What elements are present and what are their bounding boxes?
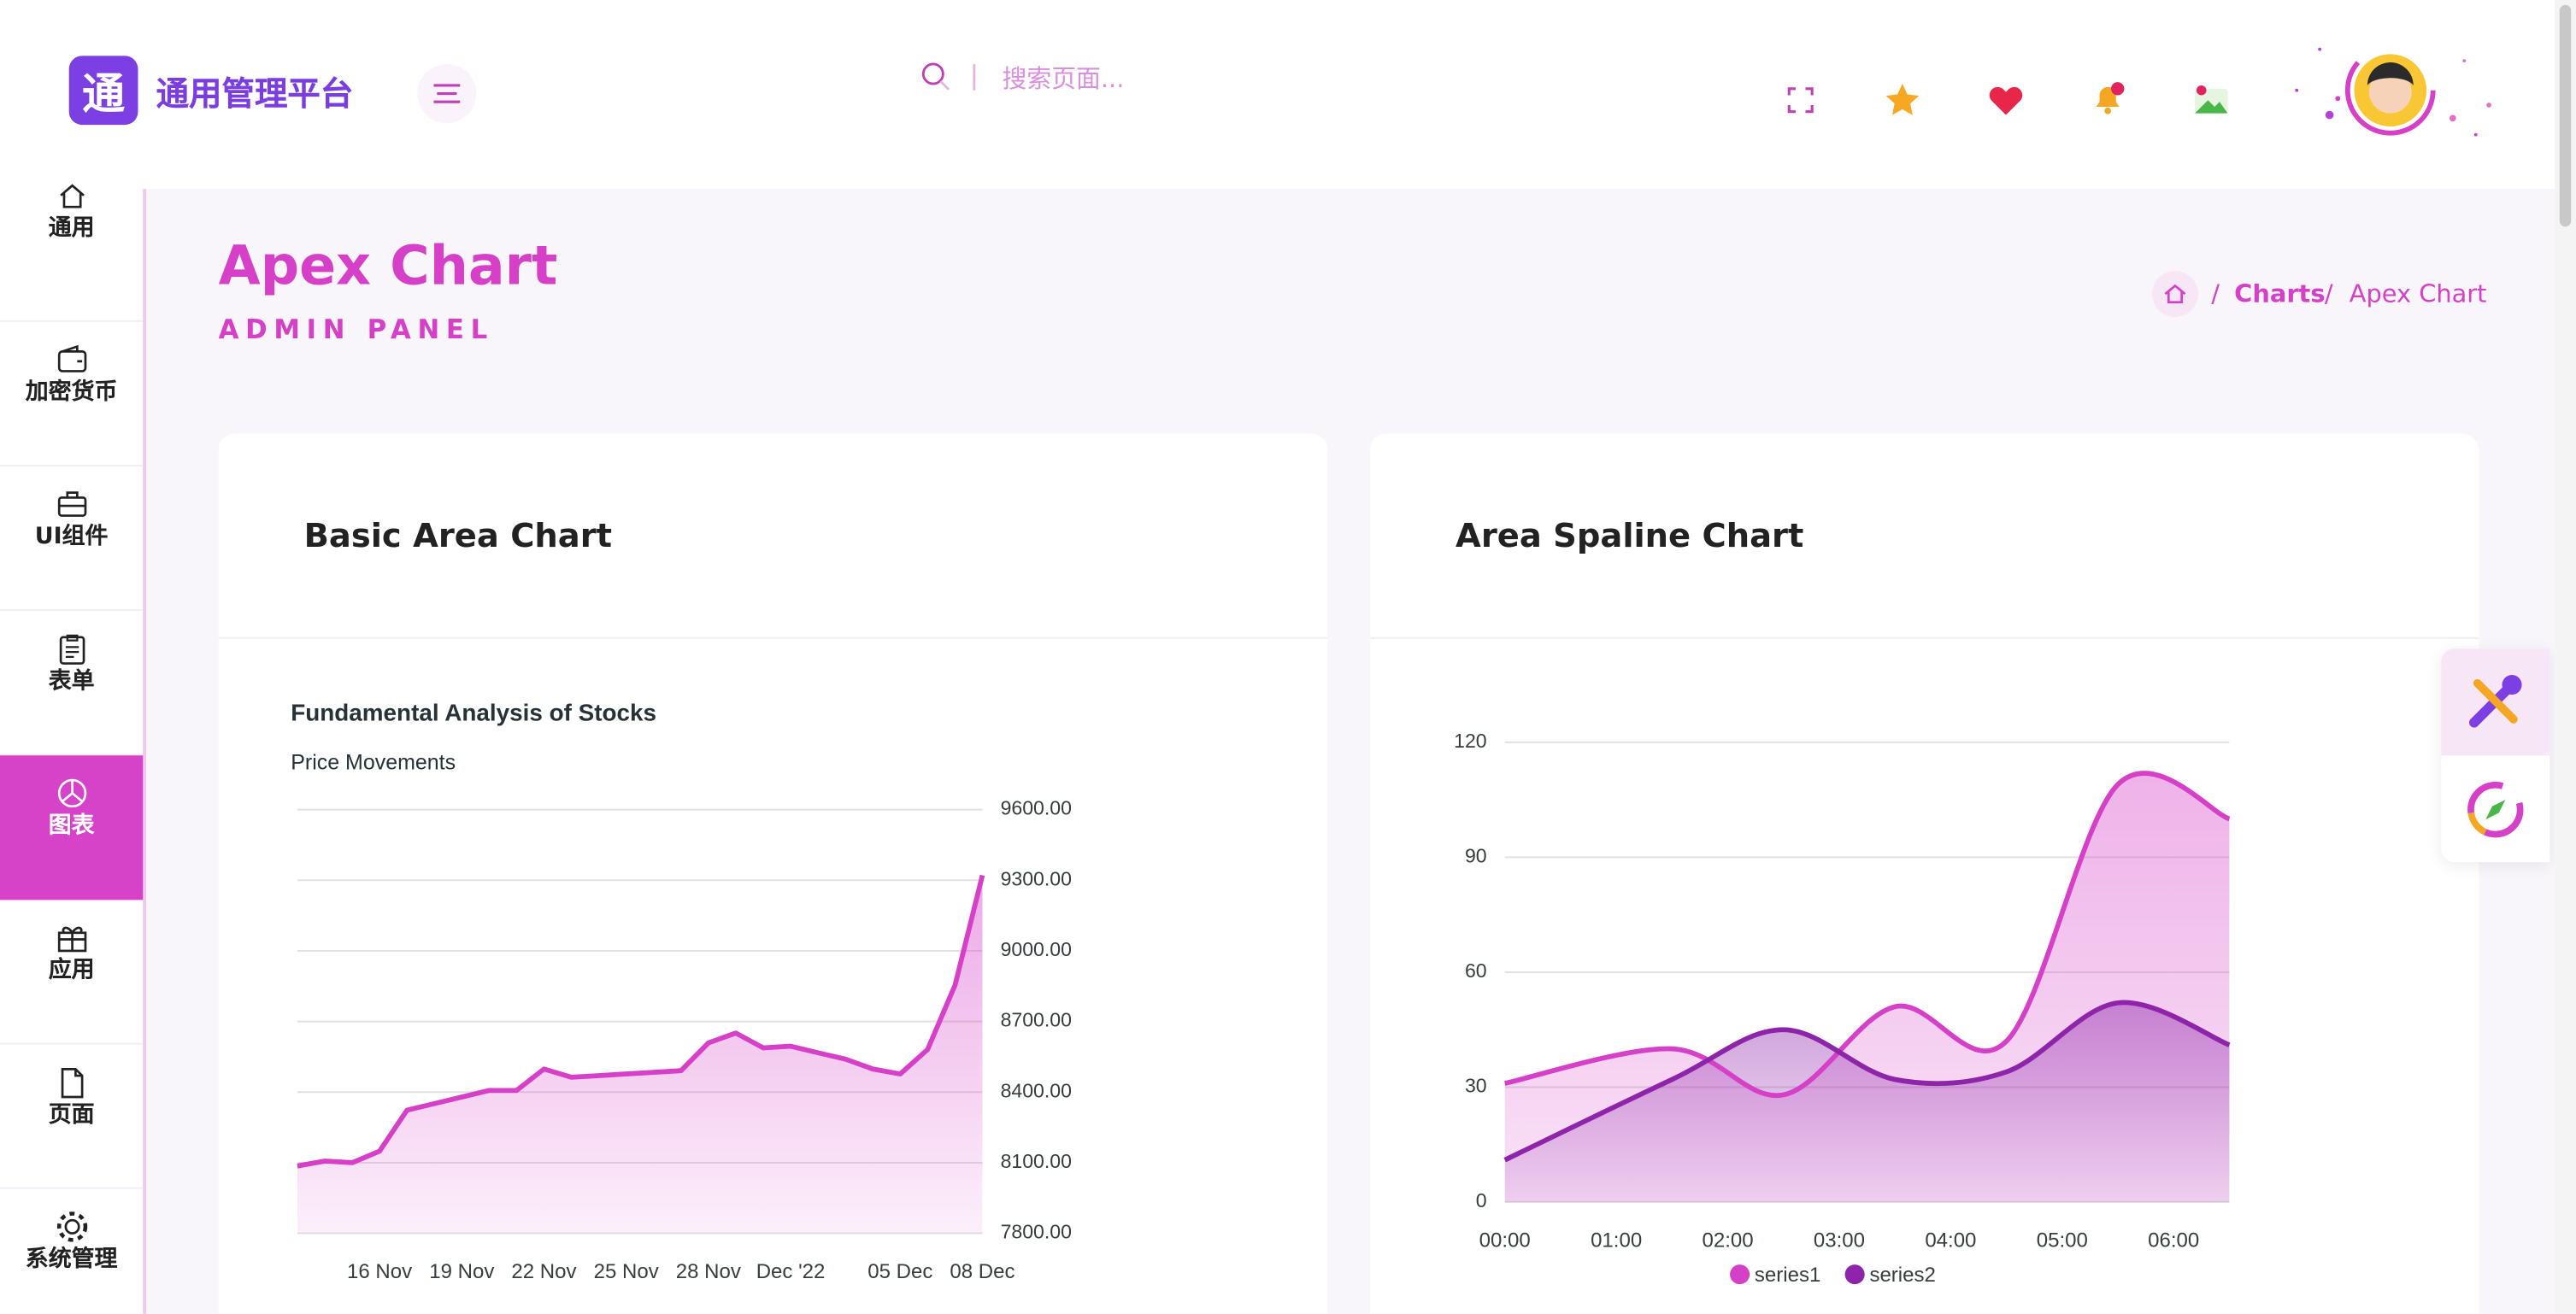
sidebar-item[interactable]: 表单: [0, 611, 144, 756]
y-tick-label: 8400.00: [1001, 1079, 1072, 1101]
sidebar-icon: [56, 491, 86, 517]
x-tick-label: 00:00: [1479, 1229, 1531, 1252]
sidebar-label: 图表: [48, 812, 95, 840]
line: [297, 874, 985, 1169]
x-tick-label: 05:00: [2037, 1229, 2088, 1252]
sidebar-icon: [56, 1211, 87, 1242]
legend-label: series1: [1755, 1264, 1820, 1287]
x-tick-label: 28 Nov: [676, 1260, 741, 1283]
sidebar-icon: [58, 634, 85, 665]
x-tick-label: Dec '22: [756, 1260, 826, 1283]
sidebar-item[interactable]: 应用: [0, 900, 144, 1045]
sidebar-label: 系统管理: [25, 1246, 118, 1273]
x-tick-label: 16 Nov: [347, 1260, 412, 1283]
y-tick-label: 0: [1476, 1189, 1487, 1211]
x-tick-label: 06:00: [2148, 1229, 2199, 1252]
area-fill: [1504, 1002, 2230, 1203]
x-tick-label: 19 Nov: [429, 1260, 494, 1283]
page-title: Apex Chart: [218, 232, 558, 297]
y-tick-label: 8700.00: [1001, 1009, 1072, 1031]
sidebar-item[interactable]: 加密货币: [0, 322, 144, 466]
y-tick-label: 30: [1465, 1075, 1487, 1097]
sidebar-icon: [56, 344, 86, 372]
bell-icon[interactable]: [2088, 79, 2127, 118]
chart-title: Fundamental Analysis of Stocks: [291, 700, 656, 726]
card-header: Basic Area Chart: [218, 433, 1328, 639]
y-tick-label: 8100.00: [1001, 1150, 1072, 1172]
y-tick-label: 7800.00: [1001, 1221, 1072, 1243]
fullscreen-icon[interactable]: [1784, 84, 1816, 116]
search-icon[interactable]: [920, 61, 985, 93]
breadcrumb-separator: /: [2324, 279, 2333, 309]
logo[interactable]: 通: [68, 56, 138, 126]
sidebar-icon: [59, 184, 84, 208]
scrollbar[interactable]: [2555, 0, 2576, 1314]
sidebar-icon: [60, 1068, 83, 1099]
y-tick-label: 60: [1465, 959, 1487, 982]
sidebar-item[interactable]: UI组件: [0, 466, 144, 612]
y-tick-label: 90: [1465, 844, 1487, 866]
x-tick-label: 05 Dec: [867, 1260, 932, 1283]
line: [1504, 771, 2231, 1099]
search-input[interactable]: 搜索页面...: [1002, 63, 1125, 94]
sidebar-label: 应用: [48, 957, 95, 984]
sidebar-item[interactable]: 系统管理: [0, 1189, 143, 1314]
sidebar-item[interactable]: 图表: [0, 755, 144, 900]
page-subtitle: ADMIN PANEL: [218, 314, 494, 345]
breadcrumb-home[interactable]: [2152, 271, 2198, 317]
avatar[interactable]: [2291, 36, 2513, 151]
x-tick-label: 03:00: [1814, 1229, 1865, 1252]
chart-subtitle: Price Movements: [291, 750, 456, 774]
y-tick-label: 120: [1454, 730, 1486, 752]
settings-panel: [2441, 648, 2550, 863]
sidebar-item[interactable]: 页面: [0, 1045, 144, 1189]
sidebar-icon: [56, 778, 86, 808]
heart-icon[interactable]: [1986, 82, 2026, 118]
brand[interactable]: 通用管理平台: [156, 73, 354, 114]
x-tick-label: 08 Dec: [950, 1260, 1015, 1283]
breadcrumb-current: Apex Chart: [2349, 279, 2487, 309]
x-tick-label: 04:00: [1925, 1229, 1976, 1252]
sidebar-label: 加密货币: [25, 379, 118, 406]
y-tick-label: 9300.00: [1001, 867, 1072, 889]
sidebar-label: 通用: [48, 214, 95, 242]
area-fill: [297, 875, 983, 1234]
breadcrumb-link[interactable]: Charts: [2234, 279, 2326, 309]
legend-marker: [1844, 1264, 1865, 1285]
mail-icon[interactable]: [2191, 82, 2231, 118]
legend-label: series2: [1869, 1264, 1935, 1287]
sidebar-item[interactable]: 通用: [0, 178, 144, 322]
x-tick-label: 22 Nov: [511, 1260, 576, 1283]
card-title: Basic Area Chart: [303, 515, 613, 555]
legend-marker: [1730, 1264, 1750, 1285]
star-icon[interactable]: [1883, 80, 1922, 120]
y-tick-label: 9000.00: [1001, 938, 1072, 960]
sidebar-label: 表单: [48, 668, 95, 695]
x-tick-label: 25 Nov: [594, 1260, 659, 1283]
x-tick-label: 01:00: [1591, 1229, 1642, 1252]
menu-toggle[interactable]: [417, 63, 477, 124]
y-tick-label: 9600.00: [1001, 797, 1072, 819]
theme-switch[interactable]: [2466, 780, 2525, 839]
sidebar-label: 页面: [48, 1101, 95, 1129]
settings-tools[interactable]: [2464, 670, 2526, 732]
sidebar-icon: [56, 926, 86, 953]
sidebar-label: UI组件: [34, 524, 109, 550]
card-header: Area Spaline Chart: [1370, 433, 2479, 639]
line: [1503, 1000, 2231, 1163]
card-title: Area Spaline Chart: [1456, 515, 1804, 555]
x-tick-label: 02:00: [1702, 1229, 1753, 1252]
sidebar: 通用加密货币 UI组件表单图表应用页面系统管理: [0, 184, 147, 1314]
header: 通 通用管理平台 搜索页面...: [0, 0, 2576, 190]
breadcrumb-separator: /: [2211, 279, 2220, 309]
